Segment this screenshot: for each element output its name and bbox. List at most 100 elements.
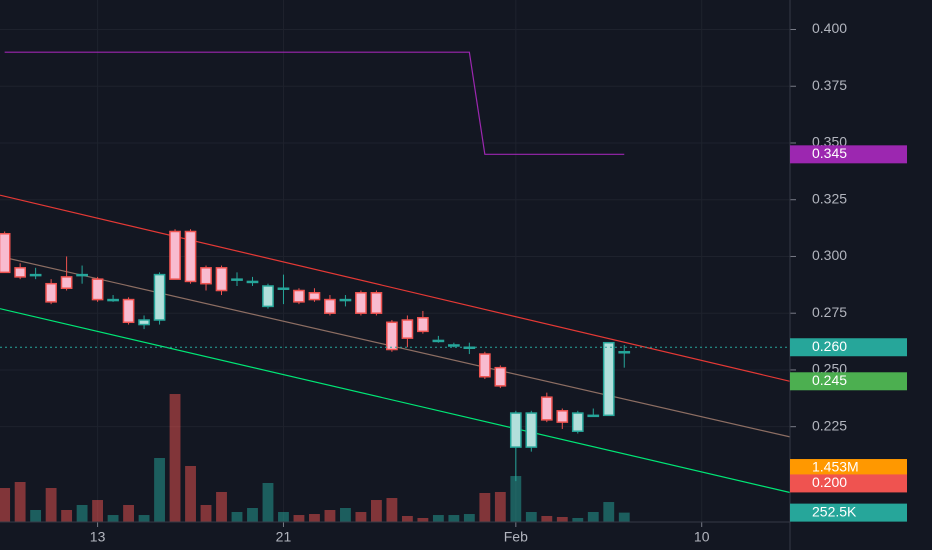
volume-bar xyxy=(293,515,305,522)
volume-bar xyxy=(200,504,212,522)
volume-bar xyxy=(278,512,289,522)
candle-body xyxy=(76,273,88,277)
candle-body xyxy=(324,298,336,314)
candle-body xyxy=(370,292,383,314)
volume-bar xyxy=(448,515,460,522)
price-label: 0.260 xyxy=(812,338,847,354)
volume-bar xyxy=(494,491,506,522)
x-tick-label: 21 xyxy=(276,529,292,545)
volume-bar xyxy=(324,510,336,522)
volume-bar xyxy=(14,481,26,522)
candle-body xyxy=(0,233,11,274)
volume-bar xyxy=(0,488,11,522)
price-label: 1.453M xyxy=(812,459,859,475)
price-label-box xyxy=(790,503,907,522)
volume-bar xyxy=(401,515,413,522)
indicator-line xyxy=(4,51,625,155)
candle-body xyxy=(215,267,228,292)
candle-body xyxy=(618,351,631,354)
volume-bar xyxy=(262,483,274,522)
price-label: 0.345 xyxy=(812,145,847,161)
candle-body xyxy=(525,412,538,448)
candle-body xyxy=(401,319,414,339)
candle-body xyxy=(107,298,119,302)
y-tick-label: 0.225 xyxy=(812,417,847,433)
candle-body xyxy=(417,316,429,333)
price-label: 252.5K xyxy=(812,503,857,519)
candle-body xyxy=(308,292,321,301)
candle-body xyxy=(45,282,57,303)
indicator-line xyxy=(0,194,791,382)
volume-bar xyxy=(45,488,57,522)
volume-bar xyxy=(92,500,104,522)
volume-bar xyxy=(370,500,382,522)
candle-body xyxy=(29,273,42,277)
price-label-box xyxy=(790,459,907,478)
volume-bar xyxy=(355,512,367,522)
y-tick-label: 0.300 xyxy=(812,247,847,263)
candle-body xyxy=(602,341,615,417)
volume-bar xyxy=(247,507,258,522)
volume-bar xyxy=(463,514,475,522)
candle-body xyxy=(246,280,259,284)
price-label-box xyxy=(790,474,907,493)
volume-bar xyxy=(231,512,243,522)
y-tick-label: 0.275 xyxy=(812,304,847,320)
candle-body xyxy=(494,366,507,387)
price-label-box xyxy=(790,338,907,357)
candle-body xyxy=(556,410,569,423)
volume-bar xyxy=(185,465,196,522)
price-label-box xyxy=(790,372,907,391)
volume-bar xyxy=(541,515,553,522)
candle-body xyxy=(587,414,600,418)
volume-bar xyxy=(587,512,599,522)
volume-bar xyxy=(340,507,351,522)
candle-body xyxy=(478,353,491,378)
volume-bar xyxy=(572,517,584,522)
candle-body xyxy=(60,276,73,289)
candle-body xyxy=(432,339,445,343)
candle-body xyxy=(14,267,26,278)
candle-body xyxy=(448,344,460,347)
candle-body xyxy=(463,346,476,349)
x-tick-label: 13 xyxy=(90,529,106,545)
candle-body xyxy=(122,298,135,324)
candle-body xyxy=(386,321,398,351)
price-label-box xyxy=(790,145,907,164)
volume-bar xyxy=(76,504,88,522)
y-tick-label: 0.400 xyxy=(812,20,847,36)
volume-bar xyxy=(123,504,134,522)
candle-body xyxy=(293,289,305,303)
volume-bar xyxy=(479,492,491,522)
candle-body xyxy=(509,412,522,448)
volume-bar xyxy=(138,515,150,522)
x-tick-label: 10 xyxy=(694,529,710,545)
candle-body xyxy=(200,267,212,285)
y-tick-label: 0.375 xyxy=(812,77,847,93)
indicator-line xyxy=(0,308,791,494)
candle-body xyxy=(153,273,166,321)
candle-body xyxy=(355,292,367,314)
candle-body xyxy=(184,230,197,283)
volume-bar xyxy=(603,502,615,522)
candle-body xyxy=(339,298,352,302)
volume-bar xyxy=(309,514,320,522)
candle-body xyxy=(231,278,243,281)
x-tick-label: Feb xyxy=(504,529,528,545)
volume-bar xyxy=(556,516,568,522)
candle-body xyxy=(277,287,290,290)
volume-bar xyxy=(525,512,537,522)
volume-bar xyxy=(386,498,398,522)
volume-bar xyxy=(61,510,73,522)
candle-body xyxy=(91,278,104,301)
volume-bar xyxy=(154,458,165,522)
volume-bar xyxy=(432,515,444,522)
candle-body xyxy=(540,396,553,421)
candle-body xyxy=(169,230,181,280)
price-label: 0.200 xyxy=(812,474,847,490)
y-tick-label: 0.325 xyxy=(812,190,847,206)
volume-bar xyxy=(216,491,227,522)
volume-bar xyxy=(510,476,522,522)
